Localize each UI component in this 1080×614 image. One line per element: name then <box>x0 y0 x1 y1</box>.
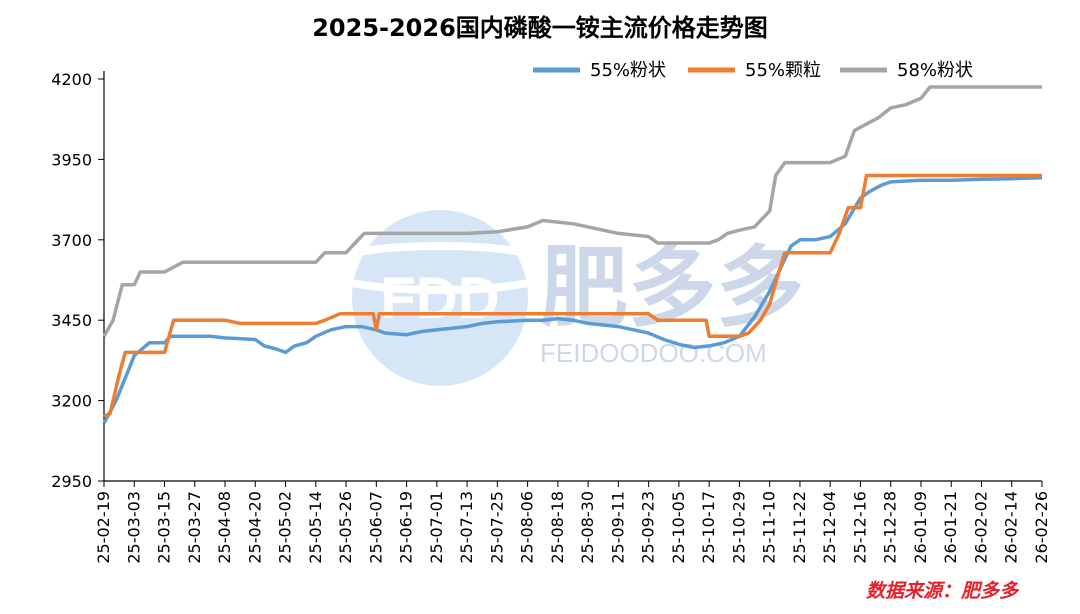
x-tick-label: 25-06-19 <box>397 491 416 564</box>
x-tick-label: 25-10-17 <box>699 491 718 564</box>
x-tick-label: 25-05-14 <box>306 491 325 564</box>
x-tick-label: 26-01-09 <box>911 491 930 564</box>
watermark-site: FEIDOODOO.COM <box>540 338 767 368</box>
y-tick-label: 3950 <box>51 150 92 169</box>
series-55-granule-line <box>103 173 1042 419</box>
series-58-powder-line <box>102 85 1042 338</box>
chart-title: 2025-2026国内磷酸一铵主流价格走势图 <box>312 14 768 42</box>
x-tick-label: 25-07-25 <box>487 491 506 564</box>
series-lines <box>102 85 1043 424</box>
x-tick-label: 25-08-18 <box>548 491 567 564</box>
watermark-logo-text: FDD <box>380 266 499 331</box>
y-tick-label: 4200 <box>51 70 92 89</box>
x-tick-label: 25-11-10 <box>760 491 779 564</box>
x-tick-label: 25-09-11 <box>608 491 627 564</box>
legend: 55%粉状 55%颗粒 58%粉状 <box>533 60 973 81</box>
y-tick-label: 3700 <box>51 231 92 250</box>
x-tick-label: 26-02-02 <box>971 491 990 564</box>
y-tick-label: 3450 <box>51 311 92 330</box>
x-tick-label: 25-11-22 <box>790 491 809 564</box>
x-tick-label: 25-12-04 <box>820 491 839 564</box>
series-55-powder-line <box>102 175 1043 424</box>
legend-label-55-granule: 55%颗粒 <box>745 60 821 81</box>
x-tick-label: 25-05-26 <box>336 491 355 564</box>
x-tick-label: 25-12-16 <box>850 491 869 564</box>
x-tick-label: 25-07-01 <box>427 491 446 564</box>
x-tick-label: 26-02-26 <box>1032 491 1051 564</box>
x-tick-label: 25-08-30 <box>578 491 597 564</box>
x-tick-label: 25-05-02 <box>276 491 295 564</box>
source-note: 数据来源：肥多多 <box>865 580 1018 602</box>
x-tick-label: 25-04-20 <box>245 491 264 564</box>
y-tick-label: 3200 <box>51 392 92 411</box>
x-tick-label: 26-02-14 <box>1002 491 1021 564</box>
axes <box>103 71 1042 482</box>
x-tick-label: 26-01-21 <box>941 491 960 564</box>
x-tick-label: 25-10-05 <box>669 491 688 564</box>
fdd-watermark: FDD 肥多多 FEIDOODOO.COM <box>316 210 804 386</box>
x-axis-ticks: 25-02-19 25-03-03 25-03-15 25-03-27 25-04-08… <box>94 481 1051 564</box>
x-tick-label: 25-04-08 <box>215 491 234 564</box>
x-tick-label: 25-02-19 <box>94 491 113 564</box>
x-tick-label: 25-03-03 <box>124 491 143 564</box>
watermark-brand: 肥多多 <box>540 236 804 339</box>
x-tick-label: 25-03-27 <box>185 491 204 564</box>
y-axis-ticks: 2950 3200 3450 3700 3950 4200 <box>51 70 104 491</box>
x-tick-label: 25-10-29 <box>729 491 748 564</box>
x-tick-label: 25-09-23 <box>639 491 658 564</box>
x-tick-label: 25-03-15 <box>155 491 174 564</box>
legend-label-55-powder: 55%粉状 <box>590 60 666 81</box>
watermark-logo-circle <box>352 210 528 386</box>
x-tick-label: 25-12-28 <box>881 491 900 564</box>
legend-label-58-powder: 58%粉状 <box>897 60 973 81</box>
x-tick-label: 25-07-13 <box>457 491 476 564</box>
x-tick-label: 25-06-07 <box>366 491 385 564</box>
x-tick-label: 25-08-06 <box>518 491 537 564</box>
watermark-logo-swoosh <box>316 242 564 294</box>
y-tick-label: 2950 <box>51 472 92 491</box>
